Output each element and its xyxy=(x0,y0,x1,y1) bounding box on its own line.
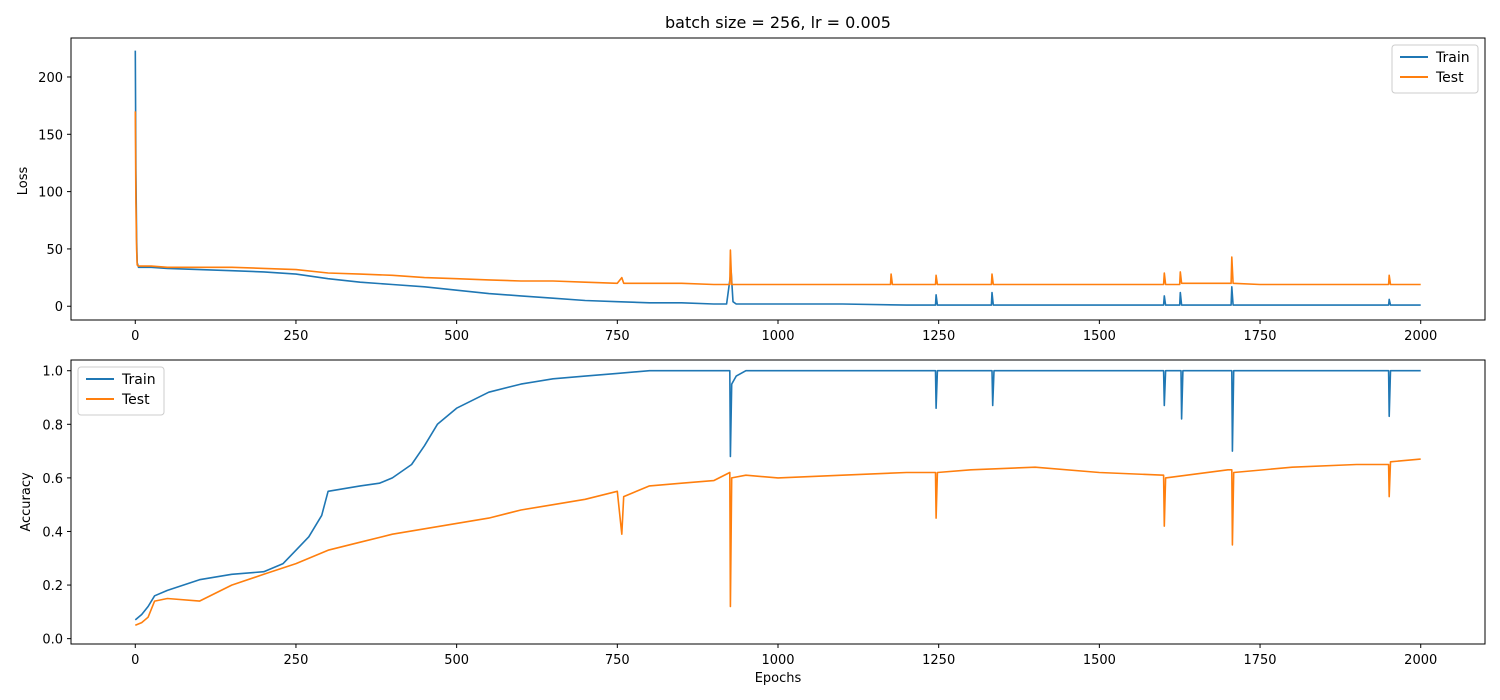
accuracy-series-test-line xyxy=(134,458,1421,626)
loss-series-train-line xyxy=(134,50,1421,306)
accuracy-y-tick-label: 0.6 xyxy=(42,472,63,487)
loss-x-tick-label: 500 xyxy=(444,329,469,344)
accuracy-y-tick-label: 1.0 xyxy=(42,365,63,380)
loss-y-tick-label: 150 xyxy=(38,128,63,143)
loss-x-tick-label: 1750 xyxy=(1243,329,1276,344)
loss-x-tick-label: 750 xyxy=(605,329,630,344)
accuracy-legend-label-train: Train xyxy=(121,372,156,388)
accuracy-x-tick-label: 500 xyxy=(444,653,469,668)
loss-y-tick-label: 100 xyxy=(38,186,63,201)
accuracy-x-tick-label: 1000 xyxy=(761,653,794,668)
epochs-axis-label: Epochs xyxy=(755,671,802,686)
accuracy-panel: 0 250 500 750 1000 1250 1500 1750 2000 0.0 0.2 0.4 0… xyxy=(42,359,1486,668)
loss-x-tick-label: 1500 xyxy=(1083,329,1116,344)
accuracy-x-tick-label: 250 xyxy=(284,653,309,668)
accuracy-x-tick-label: 0 xyxy=(131,653,139,668)
loss-y-tick-label: 0 xyxy=(55,300,63,315)
chart-title: batch size = 256, lr = 0.005 xyxy=(665,13,891,32)
accuracy-x-tick-label: 1750 xyxy=(1243,653,1276,668)
accuracy-x-tick-label: 750 xyxy=(605,653,630,668)
accuracy-y-tick-label: 0.4 xyxy=(42,525,63,540)
accuracy-y-tick-label: 0.0 xyxy=(42,633,63,648)
loss-axis-label: Loss xyxy=(16,167,31,196)
accuracy-legend: Train Test xyxy=(77,366,165,416)
accuracy-x-tick-label: 1500 xyxy=(1083,653,1116,668)
loss-x-tick-label: 1250 xyxy=(922,329,955,344)
loss-legend: Train Test xyxy=(1391,44,1479,94)
loss-x-tick-label: 0 xyxy=(131,329,139,344)
loss-series-test-line xyxy=(134,111,1421,286)
accuracy-x-tick-label: 1250 xyxy=(922,653,955,668)
accuracy-axis-label: Accuracy xyxy=(19,472,34,532)
loss-x-tick-label: 1000 xyxy=(761,329,794,344)
loss-y-tick-label: 50 xyxy=(46,243,63,258)
loss-legend-label-test: Test xyxy=(1435,70,1464,86)
accuracy-legend-label-test: Test xyxy=(121,392,150,408)
loss-x-tick-label: 2000 xyxy=(1404,329,1437,344)
accuracy-x-tick-label: 2000 xyxy=(1404,653,1437,668)
loss-legend-label-train: Train xyxy=(1435,50,1470,66)
loss-y-tick-label: 200 xyxy=(38,71,63,86)
accuracy-y-tick-label: 0.8 xyxy=(42,418,63,433)
loss-x-tick-label: 250 xyxy=(284,329,309,344)
loss-panel: 0 250 500 750 1000 1250 1500 1750 2000 0 50 100 150 2… xyxy=(38,37,1486,344)
accuracy-series-train-line xyxy=(134,369,1421,621)
accuracy-y-tick-label: 0.2 xyxy=(42,579,63,594)
